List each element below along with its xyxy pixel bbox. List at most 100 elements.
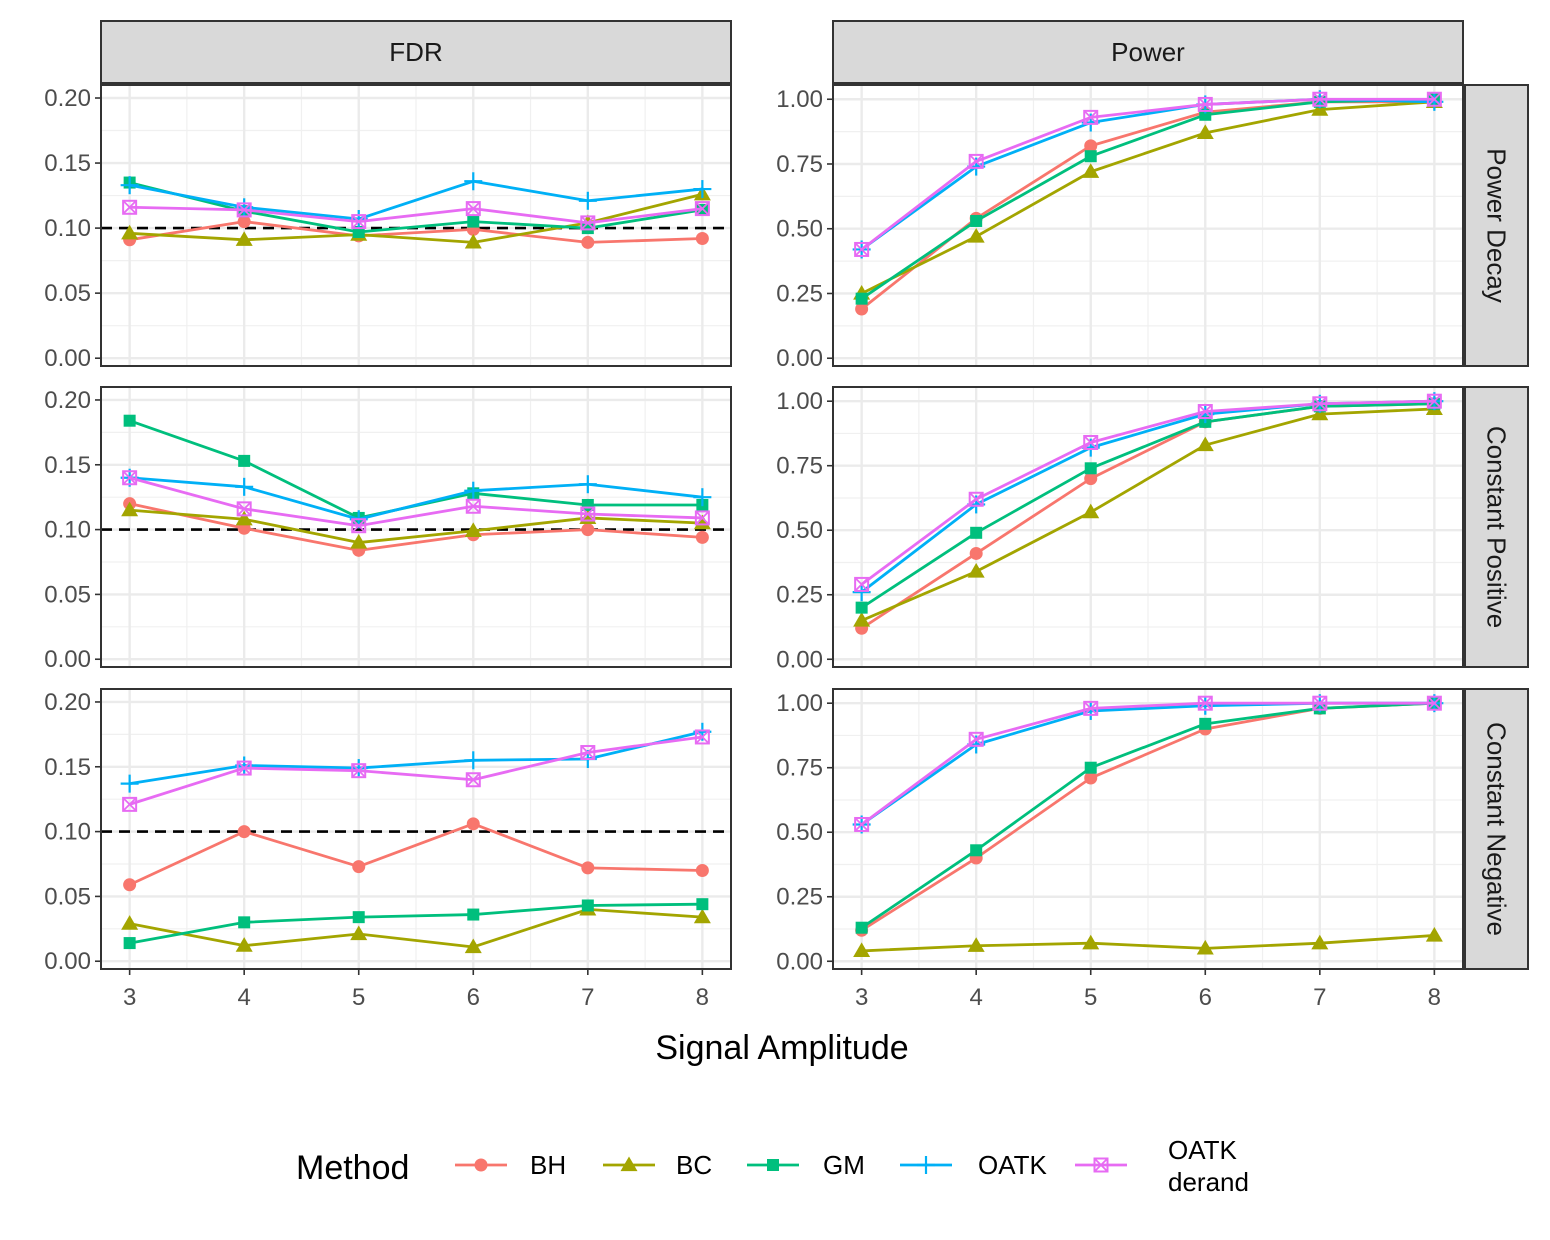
strip-power <box>832 20 1464 84</box>
y-tick-label: 0.00 <box>776 646 823 673</box>
series-line-bh <box>129 220 703 244</box>
series-bc <box>121 900 711 954</box>
data-point-oatk-derand <box>580 506 596 522</box>
strip-constant-negative <box>1464 688 1529 970</box>
series-bc <box>121 501 711 549</box>
series-line-bh <box>129 502 703 552</box>
data-point-oatk-derand <box>351 214 367 230</box>
data-point-oatk-derand <box>1426 695 1442 711</box>
data-point-bc <box>464 522 482 538</box>
data-point-bc <box>693 908 711 924</box>
strip-label-power: Power <box>1111 37 1185 67</box>
strip-label-constant-negative: Constant Negative <box>1482 722 1512 936</box>
series-line-bc <box>861 934 1435 953</box>
data-point-oatk-derand <box>1083 109 1099 125</box>
series-line-oatk-derand <box>860 399 1435 586</box>
data-point-oatk-derand <box>694 510 710 526</box>
legend-item-oatk: OATK <box>900 1150 1048 1180</box>
data-point-bh <box>237 215 251 229</box>
data-point-gm <box>1084 462 1097 475</box>
legend-key-marker <box>767 1159 779 1171</box>
data-point-gm <box>467 215 480 228</box>
data-point-gm <box>855 921 868 934</box>
data-point-oatk <box>693 180 712 199</box>
legend-label: derand <box>1168 1167 1249 1197</box>
x-tick-label: 5 <box>352 984 365 1011</box>
legend-label: GM <box>823 1150 865 1180</box>
series-line-gm <box>129 181 703 234</box>
data-point-bh <box>581 235 595 249</box>
legend-label: OATK <box>1168 1135 1238 1165</box>
y-tick-label: 1.00 <box>776 690 823 717</box>
series-oatk-derand <box>122 199 710 231</box>
data-point-bc <box>693 514 711 530</box>
data-point-oatk-derand <box>854 241 870 257</box>
data-point-bc <box>1196 436 1214 452</box>
data-point-oatk-derand <box>580 215 596 231</box>
data-point-bc <box>1082 163 1100 178</box>
data-point-oatk-derand <box>1312 396 1328 412</box>
y-tick-label: 0.05 <box>44 280 91 307</box>
data-point-bc <box>464 938 482 954</box>
data-point-bc <box>967 937 985 952</box>
data-point-bc <box>1311 405 1329 421</box>
series-line-bc <box>129 907 703 949</box>
data-point-oatk-derand <box>1426 393 1442 409</box>
legend-key-marker <box>1093 1157 1109 1173</box>
legend-label: OATK <box>978 1150 1048 1180</box>
series-line-bh <box>129 822 703 887</box>
y-tick-label: 0.10 <box>44 215 91 242</box>
data-point-bc <box>1311 101 1329 116</box>
data-point-gm <box>970 844 983 857</box>
data-point-bc <box>235 510 253 526</box>
data-point-bc <box>967 563 985 578</box>
data-point-gm <box>123 414 136 427</box>
y-tick-label: 0.20 <box>44 387 91 414</box>
data-point-bc <box>121 501 139 517</box>
series-line-oatk-derand <box>129 735 703 806</box>
panel-frame-power-decay-power <box>832 84 1464 367</box>
strip-constant-positive <box>1464 386 1529 668</box>
y-tick-label: 0.05 <box>44 581 91 608</box>
x-tick-label: 7 <box>1313 984 1326 1011</box>
y-tick-label: 0.50 <box>776 216 823 243</box>
data-point-bh <box>1084 771 1098 785</box>
data-point-bh <box>969 546 983 560</box>
data-point-bc <box>1311 934 1329 950</box>
data-point-oatk-derand <box>1197 695 1213 711</box>
data-point-oatk <box>120 176 139 195</box>
panel-frame-constant-negative-fdr <box>100 688 732 970</box>
panel-frames <box>100 84 1464 970</box>
legend-key-marker <box>917 1156 935 1174</box>
data-point-gm <box>238 916 251 929</box>
x-tick-label: 4 <box>238 984 251 1011</box>
data-point-bc <box>853 942 871 958</box>
x-tick-label: 4 <box>970 984 983 1011</box>
data-point-bc <box>235 231 253 246</box>
y-tick-label: 0.05 <box>44 883 91 910</box>
series-oatk-derand <box>122 729 710 812</box>
data-point-bc <box>1425 926 1443 942</box>
data-point-bh <box>695 232 709 246</box>
data-point-gm <box>1084 150 1097 163</box>
data-point-oatk-derand <box>236 501 252 517</box>
y-tick-label: 0.15 <box>44 150 91 177</box>
x-tick-label: 3 <box>855 984 868 1011</box>
legend-key-marker <box>474 1158 488 1172</box>
series-line-oatk-derand <box>860 701 1435 826</box>
data-point-oatk-derand <box>1083 434 1099 450</box>
y-tick-label: 0.10 <box>44 819 91 846</box>
y-tick-label: 0.00 <box>44 345 91 372</box>
legend-key-marker <box>620 1156 638 1172</box>
data-point-bh <box>466 817 480 831</box>
data-point-gm <box>970 214 983 227</box>
y-tick-label: 0.25 <box>776 582 823 609</box>
data-point-bc <box>350 925 368 941</box>
strip-label-fdr: FDR <box>389 37 442 67</box>
x-tick-label: 6 <box>467 984 480 1011</box>
data-point-oatk-derand <box>1426 91 1442 107</box>
data-point-bc <box>235 937 253 952</box>
series-oatk-derand <box>854 695 1442 832</box>
